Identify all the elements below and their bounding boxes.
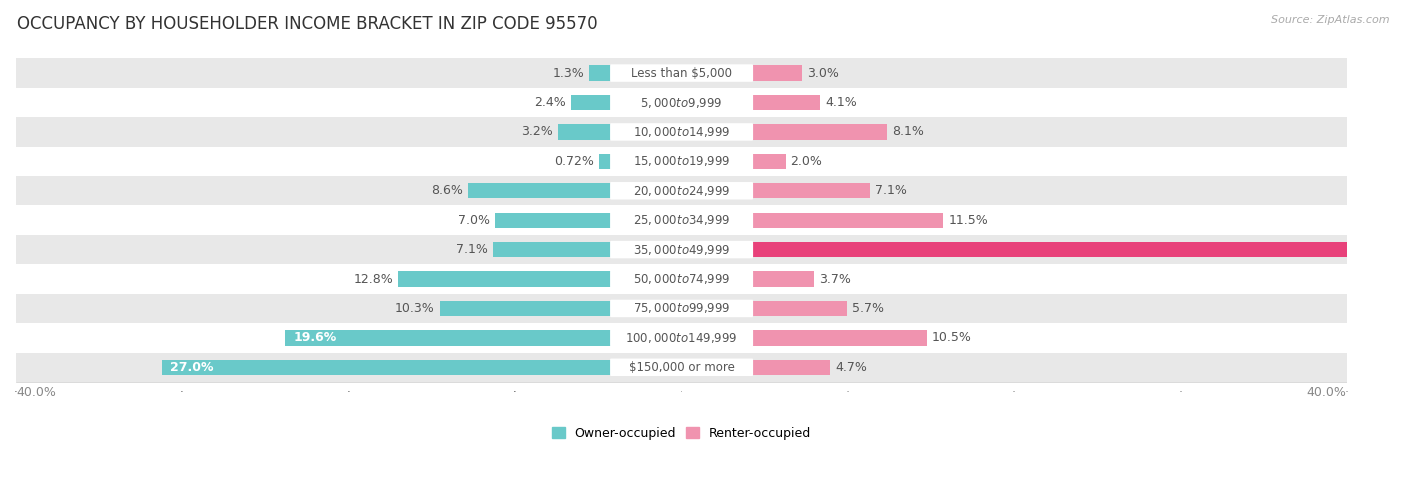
Text: $50,000 to $74,999: $50,000 to $74,999 (633, 272, 730, 286)
Text: $150,000 or more: $150,000 or more (628, 361, 734, 374)
Text: 40.0%: 40.0% (1306, 386, 1347, 398)
Text: OCCUPANCY BY HOUSEHOLDER INCOME BRACKET IN ZIP CODE 95570: OCCUPANCY BY HOUSEHOLDER INCOME BRACKET … (17, 15, 598, 33)
Text: 7.1%: 7.1% (456, 243, 488, 256)
FancyBboxPatch shape (610, 211, 754, 229)
Bar (17, 353, 1347, 382)
Bar (558, 124, 612, 140)
Text: 3.7%: 3.7% (818, 273, 851, 285)
Text: 7.1%: 7.1% (876, 184, 907, 197)
Text: 10.5%: 10.5% (932, 331, 972, 344)
Text: $75,000 to $99,999: $75,000 to $99,999 (633, 301, 730, 316)
Bar (752, 242, 1406, 257)
Bar (752, 359, 831, 375)
Text: 4.7%: 4.7% (835, 361, 868, 374)
Text: 5.7%: 5.7% (852, 302, 884, 315)
Text: 3.2%: 3.2% (522, 126, 553, 138)
Text: $15,000 to $19,999: $15,000 to $19,999 (633, 154, 730, 169)
Bar (494, 242, 612, 257)
Bar (752, 330, 927, 345)
Text: Less than $5,000: Less than $5,000 (631, 67, 733, 79)
Bar (162, 359, 612, 375)
Text: 1.3%: 1.3% (553, 67, 585, 79)
Text: $25,000 to $34,999: $25,000 to $34,999 (633, 213, 730, 227)
Bar (752, 271, 814, 287)
Text: $100,000 to $149,999: $100,000 to $149,999 (626, 331, 738, 345)
Text: 10.3%: 10.3% (395, 302, 434, 315)
Bar (752, 183, 870, 198)
Text: 3.0%: 3.0% (807, 67, 839, 79)
Legend: Owner-occupied, Renter-occupied: Owner-occupied, Renter-occupied (553, 427, 811, 440)
Bar (17, 176, 1347, 206)
FancyBboxPatch shape (610, 329, 754, 347)
Text: 39.5%: 39.5% (1358, 243, 1400, 256)
Bar (752, 65, 803, 81)
Text: $10,000 to $14,999: $10,000 to $14,999 (633, 125, 730, 139)
Bar (17, 88, 1347, 117)
FancyBboxPatch shape (610, 300, 754, 317)
Bar (440, 301, 612, 316)
Bar (17, 264, 1347, 294)
Text: $20,000 to $24,999: $20,000 to $24,999 (633, 184, 730, 198)
Bar (752, 212, 943, 228)
Bar (752, 95, 821, 110)
FancyBboxPatch shape (610, 64, 754, 82)
Text: 8.1%: 8.1% (891, 126, 924, 138)
Bar (468, 183, 612, 198)
Text: 40.0%: 40.0% (17, 386, 56, 398)
FancyBboxPatch shape (610, 182, 754, 200)
FancyBboxPatch shape (610, 152, 754, 170)
Bar (17, 235, 1347, 264)
Text: $5,000 to $9,999: $5,000 to $9,999 (640, 95, 723, 110)
Text: 27.0%: 27.0% (170, 361, 214, 374)
Text: Source: ZipAtlas.com: Source: ZipAtlas.com (1271, 15, 1389, 25)
Bar (752, 154, 786, 169)
Bar (17, 147, 1347, 176)
Bar (752, 124, 887, 140)
Bar (17, 58, 1347, 88)
Bar (589, 65, 612, 81)
FancyBboxPatch shape (610, 123, 754, 141)
Text: $35,000 to $49,999: $35,000 to $49,999 (633, 243, 730, 257)
Bar (599, 154, 612, 169)
Text: 19.6%: 19.6% (294, 331, 336, 344)
Text: 8.6%: 8.6% (432, 184, 463, 197)
Bar (17, 206, 1347, 235)
Text: 2.4%: 2.4% (534, 96, 567, 109)
FancyBboxPatch shape (610, 270, 754, 288)
Bar (571, 95, 612, 110)
Bar (17, 323, 1347, 353)
FancyBboxPatch shape (610, 358, 754, 376)
Text: 0.72%: 0.72% (554, 155, 593, 168)
Text: 12.8%: 12.8% (353, 273, 394, 285)
Text: 11.5%: 11.5% (949, 214, 988, 226)
Text: 4.1%: 4.1% (825, 96, 858, 109)
Text: 7.0%: 7.0% (457, 214, 489, 226)
Bar (17, 294, 1347, 323)
Bar (752, 301, 846, 316)
Text: 2.0%: 2.0% (790, 155, 823, 168)
FancyBboxPatch shape (610, 94, 754, 111)
Bar (17, 117, 1347, 147)
FancyBboxPatch shape (610, 241, 754, 258)
Bar (285, 330, 612, 345)
Bar (398, 271, 612, 287)
Bar (495, 212, 612, 228)
